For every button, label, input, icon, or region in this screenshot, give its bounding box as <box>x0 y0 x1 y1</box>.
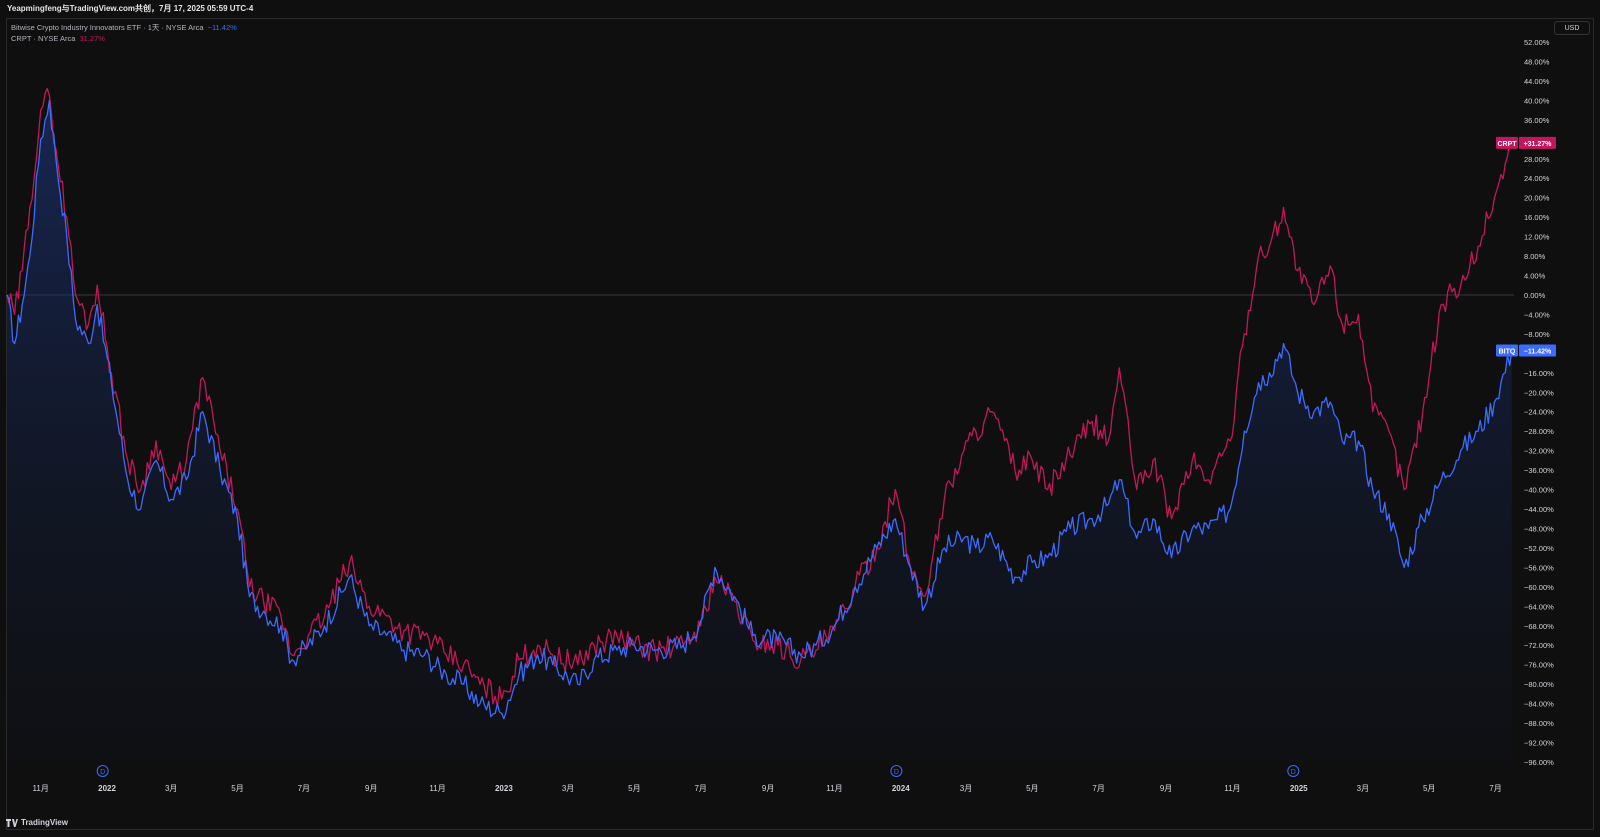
top-bar: Yeapmingfeng与TradingView.com共创，7月 17, 20… <box>0 0 1600 18</box>
y-axis-tick-label: −4.00% <box>1524 310 1550 319</box>
attribution-text: Yeapmingfeng与TradingView.com共创，7月 17, 20… <box>7 4 254 13</box>
x-axis-tick-label: 2025 <box>1290 784 1308 793</box>
x-axis-tick-label: 5月 <box>231 784 243 793</box>
y-axis-tick-label: 24.00% <box>1524 174 1550 183</box>
y-axis-tick-label: −68.00% <box>1524 622 1554 631</box>
y-axis-tick-label: −96.00% <box>1524 758 1554 767</box>
x-axis-tick-label: 7月 <box>1489 784 1501 793</box>
y-axis-tick-label: −56.00% <box>1524 563 1554 572</box>
x-axis-tick-label: 3月 <box>562 784 574 793</box>
y-axis-tick-label: −8.00% <box>1524 330 1550 339</box>
y-axis-tick-label: −80.00% <box>1524 680 1554 689</box>
y-axis-tick-label: 12.00% <box>1524 233 1550 242</box>
legend-bitq-value: −11.42% <box>207 23 237 32</box>
y-axis-tick-label: −20.00% <box>1524 388 1554 397</box>
x-axis-tick-label: 9月 <box>1160 784 1172 793</box>
legend-crpt-value: 31.27% <box>79 34 105 43</box>
x-axis-tick-label: 7月 <box>1092 784 1104 793</box>
y-axis-tick-label: 28.00% <box>1524 155 1550 164</box>
y-axis-tick-label: 20.00% <box>1524 194 1550 203</box>
bitq-badge-value: −11.42% <box>1524 349 1552 356</box>
x-axis-tick-label: 5月 <box>628 784 640 793</box>
y-axis-tick-label: −36.00% <box>1524 466 1554 475</box>
bitq-badge-name: BITQ <box>1499 349 1516 356</box>
x-axis-tick-label: 11月 <box>1224 784 1240 793</box>
y-axis-tick-label: 8.00% <box>1524 252 1546 261</box>
y-axis-tick-label: 16.00% <box>1524 213 1550 222</box>
crpt-badge-name-bg <box>1496 136 1518 149</box>
dividend-marker-label: D <box>100 769 105 776</box>
x-axis-tick-label: 2022 <box>98 784 116 793</box>
dividend-marker-label: D <box>1291 769 1296 776</box>
x-axis-tick-label: 7月 <box>694 784 706 793</box>
x-axis-tick-label: 5月 <box>1026 784 1038 793</box>
x-axis-tick-label: 7月 <box>298 784 310 793</box>
bitq-badge-name-bg <box>1496 344 1518 357</box>
x-axis-tick-label: 2024 <box>892 784 910 793</box>
y-axis-tick-label: −52.00% <box>1524 544 1554 553</box>
y-axis-tick-label: 52.00% <box>1524 38 1550 47</box>
y-axis-tick-label: −24.00% <box>1524 408 1554 417</box>
y-axis-tick-label: 0.00% <box>1524 291 1546 300</box>
y-axis-tick-label: −76.00% <box>1524 661 1554 670</box>
y-axis-tick-label: 4.00% <box>1524 272 1546 281</box>
y-axis-tick-label: −28.00% <box>1524 427 1554 436</box>
dividend-marker-icon[interactable] <box>890 765 903 777</box>
x-axis-tick-label: 11月 <box>429 784 445 793</box>
x-axis-tick-label: 11月 <box>826 784 842 793</box>
crpt-series-line[interactable] <box>6 87 1512 708</box>
x-axis-tick-label: 3月 <box>1357 784 1369 793</box>
y-axis-tick-label: −72.00% <box>1524 641 1554 650</box>
crpt-badge-value: +31.27% <box>1524 141 1553 148</box>
legend-row-bitq[interactable]: Bitwise Crypto Industry Innovators ETF ·… <box>11 22 237 33</box>
crpt-badge-value-bg <box>1519 136 1556 149</box>
currency-selector[interactable]: USD <box>1554 21 1590 35</box>
y-axis-tick-label: −40.00% <box>1524 486 1554 495</box>
y-axis-tick-label: −84.00% <box>1524 700 1554 709</box>
y-axis-tick-label: −16.00% <box>1524 369 1554 378</box>
dividend-marker-label: D <box>894 769 899 776</box>
y-axis-tick-label: −64.00% <box>1524 602 1554 611</box>
y-axis-tick-label: −60.00% <box>1524 583 1554 592</box>
x-axis-tick-label: 2023 <box>495 784 513 793</box>
footer-brand[interactable]: TradingView <box>6 818 68 827</box>
y-axis-tick-label: 40.00% <box>1524 96 1550 105</box>
legend-crpt-label: CRPT · NYSE Arca <box>11 34 76 43</box>
y-axis-tick-label: −88.00% <box>1524 719 1554 728</box>
y-axis-tick-label: −32.00% <box>1524 447 1554 456</box>
dividend-marker-icon[interactable] <box>96 765 109 777</box>
y-axis-tick-label: 44.00% <box>1524 77 1550 86</box>
legend-bitq-label: Bitwise Crypto Industry Innovators ETF ·… <box>11 23 204 32</box>
y-axis-tick-label: 48.00% <box>1524 57 1550 66</box>
bitq-area-fill <box>7 100 1512 762</box>
y-axis-tick-label: 36.00% <box>1524 116 1550 125</box>
bitq-series-line[interactable] <box>6 99 1513 720</box>
y-axis-tick-label: −44.00% <box>1524 505 1554 514</box>
y-axis-tick-label: −92.00% <box>1524 739 1554 748</box>
tradingview-logo-icon <box>6 818 18 827</box>
crpt-badge-name: CRPT <box>1497 141 1517 148</box>
x-axis-tick-label: 11月 <box>33 784 49 793</box>
x-axis-tick-label: 9月 <box>762 784 774 793</box>
footer-brand-label: TradingView <box>21 818 68 827</box>
x-axis-tick-label: 9月 <box>365 784 377 793</box>
dividend-marker-icon[interactable] <box>1287 765 1300 777</box>
x-axis-tick-label: 3月 <box>960 784 972 793</box>
x-axis-tick-label: 5月 <box>1423 784 1435 793</box>
x-axis-tick-label: 3月 <box>165 784 177 793</box>
y-axis-tick-label: −48.00% <box>1524 524 1554 533</box>
bitq-badge-value-bg <box>1519 344 1556 357</box>
series-legend: Bitwise Crypto Industry Innovators ETF ·… <box>11 22 237 44</box>
legend-row-crpt[interactable]: CRPT · NYSE Arca 31.27% <box>11 33 237 44</box>
